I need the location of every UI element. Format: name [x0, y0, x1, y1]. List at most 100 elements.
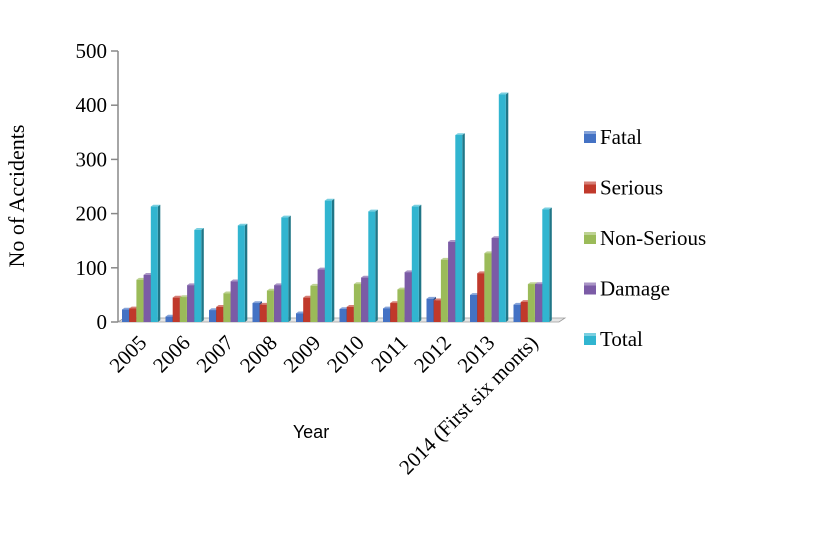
- bar-total-2013: [498, 92, 509, 322]
- x-tick-label: 2005: [105, 331, 152, 378]
- legend-item-serious: Serious: [584, 176, 663, 200]
- bar-top: [187, 283, 197, 286]
- bar-front: [179, 297, 187, 322]
- bar-front: [535, 284, 543, 322]
- bar-front: [122, 309, 129, 322]
- bar-top: [310, 283, 320, 286]
- bar-top: [527, 282, 538, 285]
- bar-front: [281, 217, 289, 322]
- bar-front: [274, 285, 282, 322]
- bar-front: [383, 308, 390, 322]
- bar-front: [397, 289, 405, 322]
- x-tick-label: 2009: [279, 331, 326, 378]
- bar-side: [549, 207, 552, 322]
- legend-item-total: Total: [584, 327, 643, 351]
- bar-top: [433, 298, 444, 301]
- bar-side: [288, 215, 291, 322]
- bar-front: [404, 272, 412, 322]
- bar-top: [339, 307, 349, 309]
- legend-item-damage: Damage: [584, 277, 670, 301]
- legend-swatch-highlight: [584, 333, 596, 336]
- bar-top: [411, 204, 422, 207]
- x-tick-label: 2011: [366, 331, 412, 377]
- bar-top: [477, 271, 487, 274]
- bar-front: [317, 269, 325, 322]
- bar-front: [324, 200, 332, 322]
- x-tick-label: 2006: [148, 331, 195, 378]
- bar-top: [266, 288, 277, 291]
- bar-top: [230, 279, 241, 282]
- bar-front: [361, 277, 369, 322]
- bar-top: [165, 314, 175, 317]
- bar-front: [542, 209, 550, 322]
- bar-front: [498, 94, 506, 322]
- bar-side: [201, 228, 204, 322]
- legend-swatch-highlight: [584, 131, 596, 134]
- bar-side: [331, 198, 335, 322]
- bar-top: [542, 207, 552, 210]
- legend-label: Non-Serious: [600, 226, 706, 250]
- bar-top: [498, 92, 509, 95]
- bar-front: [513, 304, 521, 322]
- bar-front: [172, 297, 180, 322]
- bar-front: [346, 306, 354, 322]
- bar-top: [179, 295, 190, 298]
- bar-top: [223, 291, 233, 294]
- bar-top: [296, 311, 306, 314]
- bar-side: [418, 204, 422, 322]
- bar-top: [237, 223, 248, 226]
- bar-top: [484, 251, 494, 254]
- bar-top: [150, 204, 161, 207]
- bar-side: [375, 209, 378, 322]
- bar-top: [209, 308, 219, 311]
- bar-total-2009: [324, 198, 335, 322]
- bar-front: [520, 301, 528, 322]
- y-axis-title: No of Accidents: [4, 125, 29, 268]
- legend: Fatal Serious Non-Serious Damage Total: [584, 125, 706, 351]
- bar-top: [513, 302, 523, 305]
- bar-top: [404, 270, 415, 273]
- bar-top: [136, 277, 146, 280]
- bar-front: [303, 297, 311, 322]
- x-tick-label: 2012: [409, 331, 456, 378]
- y-tick-label: 0: [97, 310, 108, 334]
- bar-front: [484, 253, 492, 322]
- bar-top: [281, 215, 291, 218]
- bar-front: [194, 229, 202, 322]
- bar-top: [535, 282, 545, 285]
- legend-swatch-highlight: [584, 282, 596, 286]
- bar-front: [136, 279, 144, 322]
- bar-top: [317, 267, 328, 270]
- bar-top: [353, 282, 364, 285]
- bar-front: [237, 225, 245, 322]
- bar-top: [368, 209, 378, 212]
- axis-labels: 0 100 200 300 400 500 200520062007200820092010…: [76, 39, 543, 479]
- bar-front: [266, 290, 274, 322]
- bar-front: [252, 303, 260, 322]
- x-tick-label: 2010: [322, 331, 369, 378]
- y-tick-label: 300: [76, 147, 108, 171]
- bar-top: [216, 305, 226, 307]
- bar-front: [455, 135, 463, 322]
- bar-front: [440, 259, 448, 322]
- bar-top: [390, 301, 400, 304]
- bar-front: [491, 237, 499, 322]
- bar-top: [491, 236, 502, 238]
- y-tick-label: 200: [76, 202, 108, 226]
- bar-front: [470, 294, 477, 322]
- bar-total-2008: [281, 215, 291, 322]
- bar-front: [230, 281, 238, 322]
- bar-total-2011: [411, 204, 422, 322]
- bar-front: [477, 273, 485, 322]
- bar-total-2014: [542, 207, 552, 322]
- bars: [122, 92, 552, 322]
- bar-total-2012: [455, 133, 465, 322]
- legend-swatch-highlight: [584, 181, 596, 185]
- bar-total-2007: [237, 223, 248, 322]
- bar-front: [129, 308, 137, 322]
- y-tick-label: 100: [76, 256, 108, 280]
- bar-top: [172, 295, 183, 298]
- bar-front: [433, 300, 441, 322]
- y-tick-label: 500: [76, 39, 108, 63]
- bar-front: [259, 304, 267, 322]
